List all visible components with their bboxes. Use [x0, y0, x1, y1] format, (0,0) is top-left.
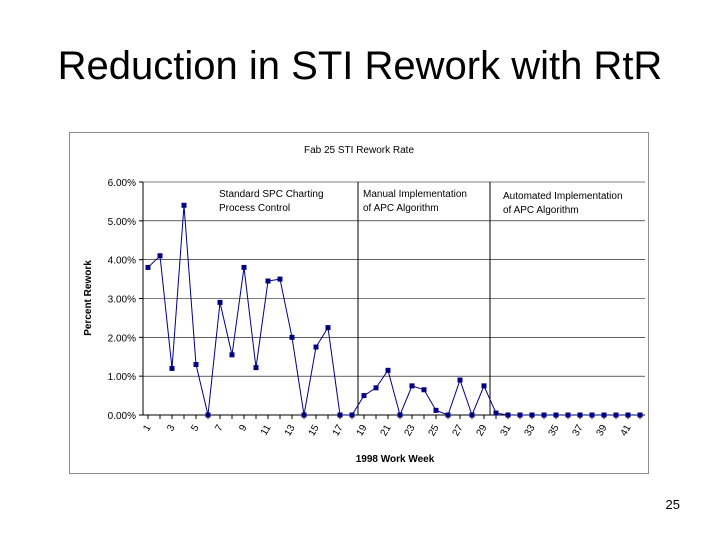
- data-point: [169, 365, 175, 371]
- x-tick-label: 23: [403, 423, 418, 439]
- data-point: [565, 412, 571, 418]
- x-tick-label: 11: [259, 423, 274, 438]
- x-tick-label: 15: [307, 423, 322, 439]
- y-axis-label: Percent Rework: [83, 260, 94, 336]
- data-point: [493, 410, 499, 416]
- x-tick-label: 25: [427, 423, 442, 439]
- data-point: [601, 412, 607, 418]
- data-point: [205, 412, 211, 418]
- data-point: [289, 334, 295, 340]
- data-point: [265, 278, 271, 284]
- data-point: [385, 367, 391, 373]
- data-point: [505, 412, 511, 418]
- x-axis-label: 1998 Work Week: [356, 454, 435, 465]
- chart-title: Fab 25 STI Rework Rate: [304, 145, 414, 156]
- data-point: [577, 412, 583, 418]
- x-tick-label: 17: [331, 423, 346, 439]
- data-point: [469, 412, 475, 418]
- y-tick-label: 1.00%: [108, 372, 136, 383]
- axis-layer: 0.00%1.00%2.00%3.00%4.00%5.00%6.00%1 3 5 7 9…: [108, 178, 645, 438]
- data-point: [301, 412, 307, 418]
- x-tick-label: 35: [547, 423, 562, 439]
- data-point: [421, 387, 427, 393]
- x-tick-label: 31: [499, 423, 514, 439]
- data-point: [217, 299, 223, 305]
- data-point: [397, 412, 403, 418]
- data-point: [193, 362, 199, 368]
- x-tick-label: 7: [213, 423, 226, 434]
- x-tick-label: 37: [571, 423, 586, 439]
- data-point: [517, 412, 523, 418]
- y-tick-label: 6.00%: [108, 178, 136, 189]
- chart-frame: [69, 132, 649, 474]
- data-point: [373, 385, 379, 391]
- x-tick-label: 39: [595, 423, 610, 439]
- data-point: [445, 412, 451, 418]
- slide-number: 25: [665, 497, 680, 512]
- annotation-text: Standard SPC Charting: [219, 189, 324, 200]
- y-tick-label: 4.00%: [108, 256, 136, 267]
- x-tick-label: 13: [283, 423, 298, 439]
- series-line: [147, 205, 640, 417]
- y-tick-label: 2.00%: [108, 333, 136, 344]
- x-tick-label: 5: [189, 423, 202, 434]
- annotation-text: of APC Algorithm: [363, 203, 439, 214]
- data-point: [433, 407, 439, 413]
- data-point: [313, 344, 319, 350]
- data-point: [613, 412, 619, 418]
- x-tick-label: 3: [165, 423, 178, 434]
- x-tick-label: 29: [475, 423, 490, 439]
- data-point: [241, 264, 247, 270]
- y-tick-label: 3.00%: [108, 295, 136, 306]
- data-point: [229, 352, 235, 358]
- data-point: [589, 412, 595, 418]
- data-point: [529, 412, 535, 418]
- y-tick-label: 5.00%: [108, 217, 136, 228]
- annotation-layer: Standard SPC Charting Process Control Manu…: [219, 182, 623, 415]
- annotation-text: Automated Implementation: [503, 191, 623, 202]
- x-tick-label: 21: [379, 423, 394, 439]
- data-point: [325, 325, 331, 331]
- data-point: [157, 253, 163, 259]
- annotation-text: of APC Algorithm: [503, 205, 579, 216]
- data-point: [349, 412, 355, 418]
- data-point: [625, 412, 631, 418]
- x-tick-label: 1: [141, 423, 154, 434]
- data-point: [145, 264, 151, 270]
- data-point: [337, 412, 343, 418]
- x-tick-label: 33: [523, 423, 538, 439]
- x-tick-label: 9: [237, 423, 250, 434]
- data-point: [253, 365, 259, 371]
- data-point: [277, 276, 283, 282]
- x-tick-label: 41: [619, 423, 634, 439]
- annotation-text: Process Control: [219, 203, 290, 214]
- data-point: [409, 383, 415, 389]
- series-layer: [145, 202, 643, 418]
- x-tick-label: 27: [451, 423, 466, 439]
- data-point: [181, 202, 187, 208]
- slide-title: Reduction in STI Rework with RtR: [57, 44, 663, 88]
- data-point: [553, 412, 559, 418]
- data-point: [361, 393, 367, 399]
- grid-layer: [143, 181, 645, 377]
- x-tick-label: 19: [355, 423, 370, 439]
- data-point: [637, 412, 643, 418]
- data-point: [457, 377, 463, 383]
- data-point: [481, 383, 487, 389]
- data-point: [541, 412, 547, 418]
- annotation-text: Manual Implementation: [363, 189, 467, 200]
- y-tick-label: 0.00%: [108, 411, 136, 422]
